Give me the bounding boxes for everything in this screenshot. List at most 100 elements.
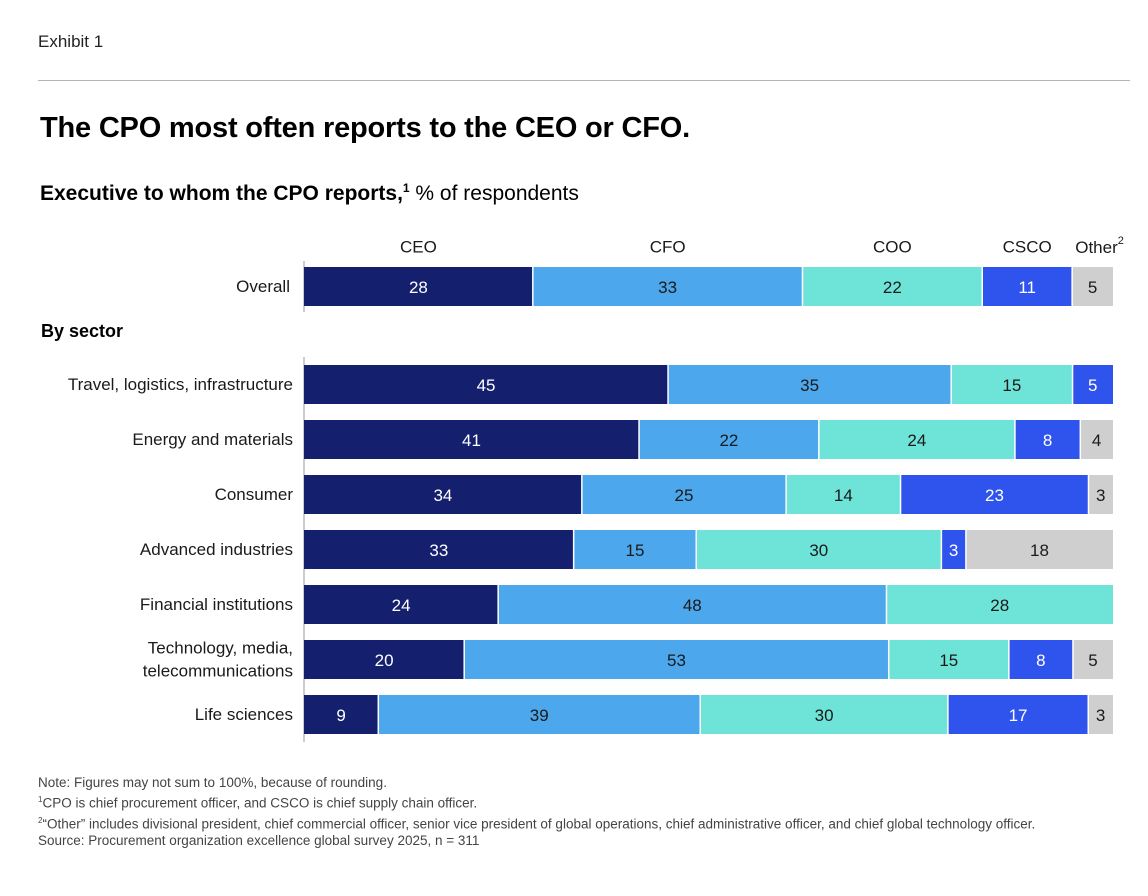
- sector-1-bar-coo: [951, 365, 1073, 404]
- legend-other-label: Other: [1075, 238, 1118, 257]
- sector-2-bar-coo: [818, 420, 1015, 459]
- footnote-2-text: “Other” includes divisional president, c…: [42, 816, 1036, 831]
- sector-6-bar-coo: [888, 640, 1009, 679]
- sector-7-bar-cfo: [378, 695, 701, 734]
- header-divider: [38, 80, 1130, 81]
- sector-5-bar-coo: [886, 585, 1113, 624]
- sector-6-value-cfo: 53: [667, 651, 686, 670]
- sector-5-value-coo: 28: [990, 596, 1009, 615]
- sector-2-value-ceo: 41: [462, 431, 481, 450]
- legend-other-footnote-marker: 2: [1118, 235, 1124, 247]
- exhibit-label: Exhibit 1: [38, 32, 104, 51]
- sector-2-value-csco: 8: [1043, 431, 1052, 450]
- section-label-by-sector: By sector: [41, 321, 123, 341]
- sector-3-bar-ceo: [304, 475, 582, 514]
- sector-7-value-coo: 30: [815, 706, 834, 725]
- sector-6-value-csco: 8: [1036, 651, 1045, 670]
- sector-4-value-coo: 30: [809, 541, 828, 560]
- sector-4-bar-ceo: [304, 530, 574, 569]
- sector-7-label: Life sciences: [195, 705, 293, 724]
- sector-2-bar-csco: [1014, 420, 1081, 459]
- subtitle-bold: Executive to whom the CPO reports,: [40, 182, 403, 205]
- sector-4-value-ceo: 33: [429, 541, 448, 560]
- sector-7-value-cfo: 39: [530, 706, 549, 725]
- sector-7-value-csco: 17: [1009, 706, 1028, 725]
- overall-value-other: 5: [1088, 278, 1097, 297]
- sector-2-bar-cfo: [639, 420, 819, 459]
- sector-1-value-csco: 5: [1088, 376, 1097, 395]
- sector-6-value-coo: 15: [939, 651, 958, 670]
- sector-1-value-ceo: 45: [477, 376, 496, 395]
- sector-2-value-coo: 24: [907, 431, 926, 450]
- sector-3-bar-csco: [900, 475, 1089, 514]
- sector-6-value-other: 5: [1088, 651, 1097, 670]
- overall-value-coo: 22: [883, 278, 902, 297]
- sector-7-value-other: 3: [1096, 706, 1105, 725]
- sector-7-bar-ceo: [304, 695, 379, 734]
- sector-1-bar-cfo: [668, 365, 952, 404]
- chart-subtitle: Executive to whom the CPO reports,1 % of…: [40, 181, 579, 206]
- overall-bar-csco: [982, 267, 1073, 306]
- sector-5-bar-cfo: [498, 585, 887, 624]
- sector-4-bar-coo: [696, 530, 942, 569]
- sector-2-bar-ceo: [304, 420, 640, 459]
- sector-4-value-csco: 3: [949, 541, 958, 560]
- subtitle-footnote-marker: 1: [402, 181, 410, 195]
- sector-1-value-coo: 15: [1002, 376, 1021, 395]
- sector-3-value-cfo: 25: [675, 486, 694, 505]
- sector-4-bar-cfo: [573, 530, 697, 569]
- overall-value-csco: 11: [1018, 278, 1036, 297]
- sector-6-label-line-1: Technology, media,: [148, 639, 293, 658]
- sector-2-label: Energy and materials: [132, 430, 293, 449]
- sector-3-bar-cfo: [581, 475, 787, 514]
- sector-4-label: Advanced industries: [140, 540, 293, 559]
- overall-value-cfo: 33: [658, 278, 677, 297]
- sector-1-value-cfo: 35: [800, 376, 819, 395]
- legend-coo: COO: [873, 238, 912, 257]
- sector-5-value-cfo: 48: [683, 596, 702, 615]
- sector-6-bar-csco: [1008, 640, 1073, 679]
- legend-ceo: CEO: [400, 238, 437, 257]
- chart-title: The CPO most often reports to the CEO or…: [40, 112, 690, 144]
- sector-4-bar-other: [965, 530, 1113, 569]
- footnote-2: 2“Other” includes divisional president, …: [38, 812, 1098, 833]
- footnote-2-marker: 2: [38, 815, 43, 825]
- sector-3-value-other: 3: [1096, 486, 1105, 505]
- sector-5-label: Financial institutions: [140, 595, 293, 614]
- note-rounding: Note: Figures may not sum to 100%, becau…: [38, 775, 387, 790]
- sector-6-bar-cfo: [464, 640, 889, 679]
- legend-cfo: CFO: [650, 238, 686, 257]
- sector-6-bar-other: [1072, 640, 1113, 679]
- overall-bar-other: [1072, 267, 1113, 306]
- footnote-1: 1CPO is chief procurement officer, and C…: [38, 791, 1098, 812]
- footnote-1-text: CPO is chief procurement officer, and CS…: [42, 795, 478, 811]
- legend-csco: CSCO: [1003, 238, 1052, 257]
- sector-6-bar-ceo: [304, 640, 465, 679]
- sector-2-value-other: 4: [1092, 431, 1101, 450]
- sector-2-bar-other: [1080, 420, 1113, 459]
- sector-3-value-csco: 23: [985, 486, 1004, 505]
- sector-3-bar-other: [1088, 475, 1113, 514]
- sector-3-bar-coo: [786, 475, 901, 514]
- sector-7-bar-coo: [700, 695, 948, 734]
- sector-7-bar-other: [1088, 695, 1113, 734]
- sector-6-label-line-2: telecommunications: [143, 662, 293, 681]
- sector-3-value-ceo: 34: [433, 486, 452, 505]
- subtitle-unit: % of respondents: [409, 182, 579, 205]
- sector-7-bar-csco: [947, 695, 1089, 734]
- sector-1-bar-csco: [1072, 365, 1113, 404]
- overall-bar-cfo: [532, 267, 803, 306]
- sector-1-label: Travel, logistics, infrastructure: [68, 375, 293, 394]
- sector-4-value-cfo: 15: [625, 541, 644, 560]
- overall-bar-ceo: [304, 267, 533, 306]
- sector-2-value-cfo: 22: [719, 431, 738, 450]
- overall-value-ceo: 28: [409, 278, 428, 297]
- overall-bar-coo: [802, 267, 983, 306]
- sector-7-value-ceo: 9: [336, 706, 345, 725]
- sector-5-bar-ceo: [304, 585, 499, 624]
- row-label-overall: Overall: [236, 277, 290, 296]
- sector-1-bar-ceo: [304, 365, 669, 404]
- sector-6-value-ceo: 20: [375, 651, 394, 670]
- source-note: Source: Procurement organization excelle…: [38, 833, 480, 848]
